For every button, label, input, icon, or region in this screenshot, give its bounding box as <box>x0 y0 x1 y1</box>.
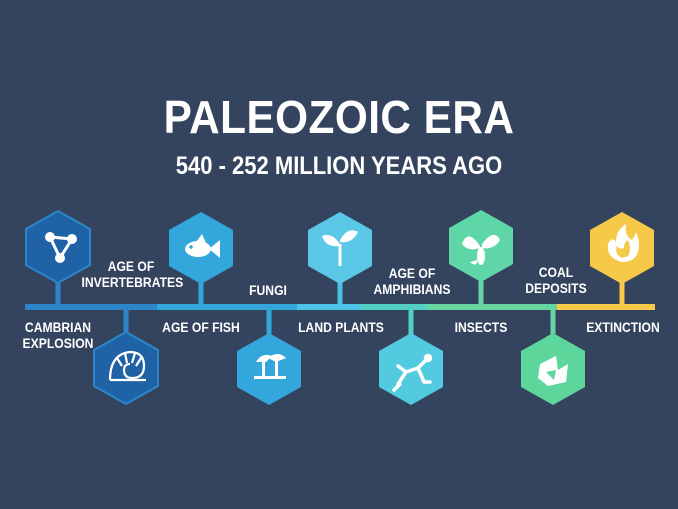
connector-extinction <box>619 272 625 306</box>
label-fungi-line1: FUNGI <box>249 283 287 298</box>
label-insects-line1: INSECTS <box>454 320 508 335</box>
connector-fish <box>198 272 204 306</box>
label-extinction-line1: EXTINCTION <box>586 320 660 335</box>
label-cambrian-line2: EXPLOSION <box>22 336 94 351</box>
label-fish-line1: AGE OF FISH <box>162 320 240 335</box>
label-coal-line1: COAL <box>538 265 574 280</box>
label-invertebrates-line2: INVERTEBRATES <box>81 275 184 290</box>
label-cambrian-line1: CAMBRIAN <box>24 320 92 335</box>
connector-amphibians <box>408 308 414 344</box>
label-land-plants: LAND PLANTS <box>298 320 384 336</box>
label-age-of-amphibians: AGE OF AMPHIBIANS <box>371 266 454 298</box>
timeline-segment-5 <box>427 304 557 310</box>
connector-fungi <box>266 308 272 340</box>
label-age-of-invertebrates: AGE OF INVERTEBRATES <box>81 259 184 291</box>
insect-icon <box>462 234 500 265</box>
timeline-segment-1 <box>25 304 157 310</box>
label-amphibians-line1: AGE OF <box>388 266 436 281</box>
hexagon-insects <box>449 210 513 282</box>
fire-icon <box>607 224 639 262</box>
connector-coal <box>550 308 556 344</box>
fish-icon <box>185 234 220 258</box>
timeline-segment-6 <box>557 304 655 310</box>
hexagon-cambrian <box>25 209 91 285</box>
connector-land-plants <box>337 272 343 306</box>
connector-invertebrates <box>123 308 129 338</box>
timeline-segment-2 <box>157 304 297 310</box>
timeline-segment-3 <box>297 304 360 310</box>
label-fungi: FUNGI <box>243 283 293 299</box>
label-cambrian-explosion: CAMBRIAN EXPLOSION <box>20 320 96 352</box>
label-extinction: EXTINCTION <box>581 320 666 336</box>
label-insects: INSECTS <box>450 320 513 336</box>
nautilus-shell-icon <box>108 350 146 382</box>
label-coal-line2: DEPOSITS <box>525 281 587 296</box>
hexagon-fungi <box>237 333 301 405</box>
connector-insects <box>478 270 484 306</box>
trilobite-triangle-icon <box>45 232 77 263</box>
hexagon-invertebrates <box>93 330 159 406</box>
label-invertebrates-line1: AGE OF <box>107 259 155 274</box>
label-coal-deposits: COAL DEPOSITS <box>524 265 589 297</box>
page-title: PALEOZOIC ERA <box>163 91 515 143</box>
mushroom-icon <box>254 354 286 379</box>
timeline-segment-4 <box>360 304 427 310</box>
page-subtitle: 540 - 252 MILLION YEARS AGO <box>175 152 503 180</box>
amphibian-icon <box>392 353 433 392</box>
connector-cambrian <box>55 270 61 306</box>
coal-rock-icon <box>538 356 568 386</box>
label-land-plants-line1: LAND PLANTS <box>298 320 384 335</box>
label-amphibians-line2: AMPHIBIANS <box>373 282 451 297</box>
sprout-icon <box>322 230 358 266</box>
label-age-of-fish: AGE OF FISH <box>160 320 243 336</box>
